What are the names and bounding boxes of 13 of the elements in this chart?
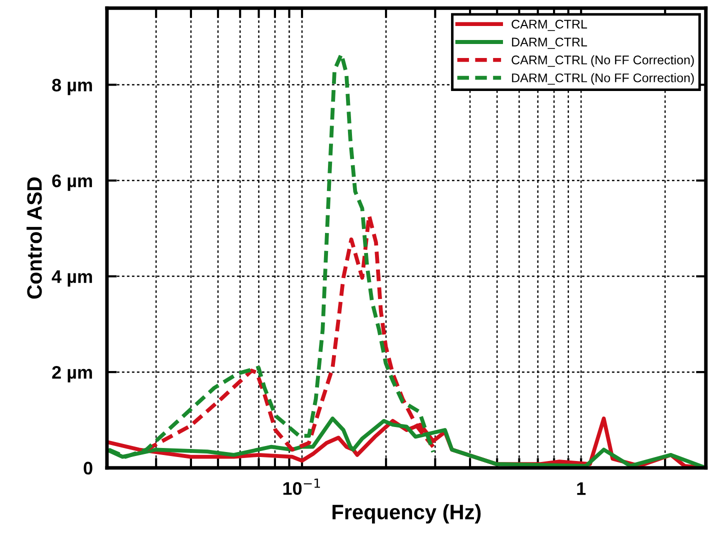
y-axis-title: Control ASD: [26, 177, 42, 299]
legend-label: DARM_CTRL: [512, 38, 588, 49]
y-tick-label: 4 µm: [52, 270, 92, 287]
x-axis-title: Frequency (Hz): [332, 504, 481, 524]
legend-label: CARM_CTRL: [512, 20, 588, 31]
legend-label: CARM_CTRL (No FF Correction): [512, 55, 694, 67]
legend-label: DARM_CTRL (No FF Correction): [512, 73, 694, 85]
y-tick-label: 0: [84, 462, 92, 475]
x-tick-label: 1: [577, 482, 586, 495]
y-tick-label: 6 µm: [52, 174, 92, 191]
x-tick-label: 10$^{−1}$: [283, 478, 320, 495]
y-tick-label: 8 µm: [52, 78, 92, 96]
y-tick-label: 2 µm: [52, 366, 92, 382]
